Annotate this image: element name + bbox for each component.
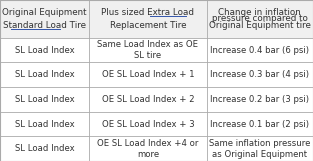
Text: pressure compared to: pressure compared to [212,14,308,23]
Bar [207,62,313,87]
Text: Change in inflation: Change in inflation [218,8,301,17]
Text: SL Load Index: SL Load Index [15,120,74,128]
Bar [89,62,207,87]
Bar [89,38,207,62]
Bar [89,112,207,136]
Text: SL Load Index: SL Load Index [15,144,74,153]
Bar [0,87,89,112]
Text: Original Equipment tire: Original Equipment tire [209,21,311,30]
Text: Increase 0.3 bar (4 psi): Increase 0.3 bar (4 psi) [210,70,309,79]
Text: Standard Load Tire: Standard Load Tire [3,21,86,30]
Bar [0,38,89,62]
Bar [89,136,207,161]
Text: Replacement Tire: Replacement Tire [110,21,186,30]
Bar [207,136,313,161]
Text: Increase 0.4 bar (6 psi): Increase 0.4 bar (6 psi) [210,46,309,55]
Bar [207,112,313,136]
Bar [0,112,89,136]
Bar [0,0,89,38]
Text: SL Load Index: SL Load Index [15,70,74,79]
Text: OE SL Load Index + 3: OE SL Load Index + 3 [102,120,194,128]
Bar [89,87,207,112]
Text: OE SL Load Index +4 or
more: OE SL Load Index +4 or more [97,139,198,159]
Text: OE SL Load Index + 1: OE SL Load Index + 1 [102,70,194,79]
Text: SL Load Index: SL Load Index [15,95,74,104]
Bar [207,0,313,38]
Bar [207,87,313,112]
Text: Increase 0.1 bar (2 psi): Increase 0.1 bar (2 psi) [210,120,309,128]
Text: SL Load Index: SL Load Index [15,46,74,55]
Text: Same Load Index as OE
SL tire: Same Load Index as OE SL tire [97,40,198,60]
Text: Plus sized Extra Load: Plus sized Extra Load [101,8,194,17]
Text: Same inflation pressure
as Original Equipment: Same inflation pressure as Original Equi… [209,139,310,159]
Text: Increase 0.2 bar (3 psi): Increase 0.2 bar (3 psi) [210,95,309,104]
Bar [0,62,89,87]
Text: OE SL Load Index + 2: OE SL Load Index + 2 [102,95,194,104]
Bar [0,136,89,161]
Bar [89,0,207,38]
Text: Original Equipment: Original Equipment [3,8,87,17]
Bar [207,38,313,62]
